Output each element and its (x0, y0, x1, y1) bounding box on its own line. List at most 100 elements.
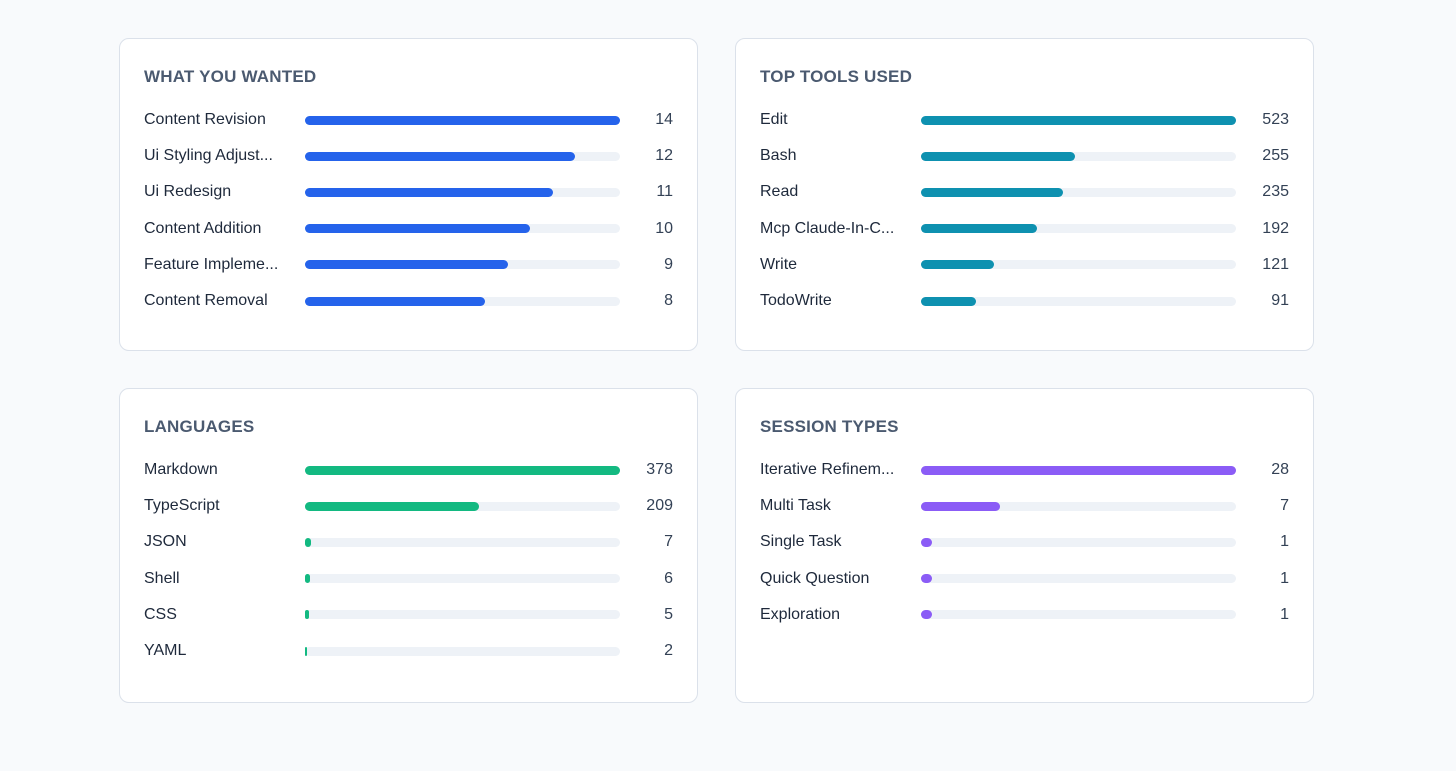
bar-row: TodoWrite 91 (760, 283, 1289, 319)
bar-fill (921, 610, 933, 620)
bar-value: 1 (1280, 605, 1289, 623)
bar-value: 7 (664, 533, 673, 551)
bar-label: YAML (144, 642, 187, 660)
card-title: SESSION TYPES (760, 417, 899, 436)
bar-row: Feature Impleme... 9 (144, 247, 673, 283)
bar-list: Content Revision 14 Ui Styling Adjust... 12… (144, 102, 673, 319)
bar-fill (921, 465, 1236, 475)
bar-track (305, 296, 620, 306)
card-title: WHAT YOU WANTED (144, 67, 317, 86)
bar-label: CSS (144, 605, 177, 623)
bar-row: JSON 7 (144, 524, 673, 560)
bar-label: Exploration (760, 605, 841, 623)
bar-fill (305, 465, 620, 475)
bar-label: Multi Task (760, 497, 831, 515)
bar-value: 11 (656, 183, 673, 201)
bar-track (921, 465, 1236, 475)
bar-fill (921, 224, 1037, 234)
bar-row: YAML 2 (144, 633, 673, 669)
bar-label: Mcp Claude-In-C... (760, 219, 895, 237)
bar-label: Content Removal (144, 292, 268, 310)
bar-track (305, 574, 620, 584)
bar-fill (305, 260, 508, 270)
bar-fill (305, 115, 620, 125)
bar-value: 121 (1262, 255, 1289, 273)
bar-row: Content Revision 14 (144, 102, 673, 138)
bar-row: Mcp Claude-In-C... 192 (760, 211, 1289, 247)
bar-label: Content Addition (144, 219, 262, 237)
card-session-types: SESSION TYPES Iterative Refinem... 28 Mult… (735, 388, 1314, 703)
bar-fill (305, 296, 485, 306)
bar-fill (921, 260, 994, 270)
bar-fill (921, 296, 976, 306)
bar-value: 12 (655, 147, 673, 165)
bar-row: Multi Task 7 (760, 488, 1289, 524)
bar-track (305, 187, 620, 197)
bar-label: Single Task (760, 533, 842, 551)
bar-label: Ui Redesign (144, 183, 232, 201)
bar-value: 9 (664, 255, 673, 273)
bar-row: Ui Redesign 11 (144, 174, 673, 210)
bar-row: Content Removal 8 (144, 283, 673, 319)
bar-row: Bash 255 (760, 138, 1289, 174)
bar-label: Write (760, 255, 798, 273)
bar-value: 8 (664, 292, 673, 310)
card-top-tools-used: TOP TOOLS USED Edit 523 Bash 255 Read 235 Mcp … (735, 38, 1314, 351)
bar-row: Single Task 1 (760, 524, 1289, 560)
bar-value: 378 (646, 461, 673, 479)
bar-fill (305, 151, 575, 161)
bar-row: Write 121 (760, 247, 1289, 283)
bar-label: JSON (144, 533, 187, 551)
bar-track (921, 501, 1236, 511)
bar-value: 7 (1280, 497, 1289, 515)
bar-label: Read (760, 183, 799, 201)
bar-value: 91 (1271, 292, 1289, 310)
card-title: LANGUAGES (144, 417, 255, 436)
bar-track (305, 501, 620, 511)
bar-track (305, 224, 620, 234)
bar-row: Quick Question 1 (760, 561, 1289, 597)
bar-fill (921, 501, 1000, 511)
bar-fill (305, 610, 310, 620)
bar-label: TypeScript (144, 497, 220, 515)
bar-track (305, 610, 620, 620)
bar-value: 1 (1280, 569, 1289, 587)
bar-value: 2 (664, 642, 673, 660)
bar-track (305, 151, 620, 161)
bar-track (921, 260, 1236, 270)
bar-fill (921, 537, 933, 547)
card-what-you-wanted: WHAT YOU WANTED Content Revision 14 Ui Sty… (119, 38, 698, 351)
card-languages: LANGUAGES Markdown 378 TypeScript 209 JSON 7 S… (119, 388, 698, 703)
bar-fill (921, 115, 1236, 125)
bar-label: Iterative Refinem... (760, 461, 895, 479)
bar-list: Markdown 378 TypeScript 209 JSON 7 Shell 6 CSS 5 Y… (144, 452, 673, 669)
bar-fill (305, 224, 530, 234)
bar-track (921, 610, 1236, 620)
bar-track (921, 224, 1236, 234)
bar-fill (921, 574, 933, 584)
bar-fill (305, 537, 311, 547)
bar-track (305, 115, 620, 125)
bar-track (921, 187, 1236, 197)
bar-label: Ui Styling Adjust... (144, 147, 273, 165)
bar-value: 209 (646, 497, 673, 515)
bar-value: 255 (1262, 147, 1289, 165)
bar-fill (305, 501, 480, 511)
bar-value: 192 (1262, 219, 1289, 237)
bar-value: 5 (664, 605, 673, 623)
bar-value: 14 (655, 111, 673, 129)
bar-label: Quick Question (760, 569, 870, 587)
bar-label: Markdown (144, 461, 218, 479)
bar-row: Exploration 1 (760, 597, 1289, 633)
bar-list: Edit 523 Bash 255 Read 235 Mcp Claude-In-C... 1… (760, 102, 1289, 319)
card-title: TOP TOOLS USED (760, 67, 913, 86)
bar-track (305, 465, 620, 475)
bar-value: 10 (655, 219, 673, 237)
bar-label: Feature Impleme... (144, 255, 279, 273)
bar-row: Read 235 (760, 174, 1289, 210)
bar-track (921, 296, 1236, 306)
bar-track (305, 646, 620, 656)
bar-track (921, 537, 1236, 547)
bar-label: Edit (760, 111, 788, 129)
bar-fill (921, 151, 1075, 161)
